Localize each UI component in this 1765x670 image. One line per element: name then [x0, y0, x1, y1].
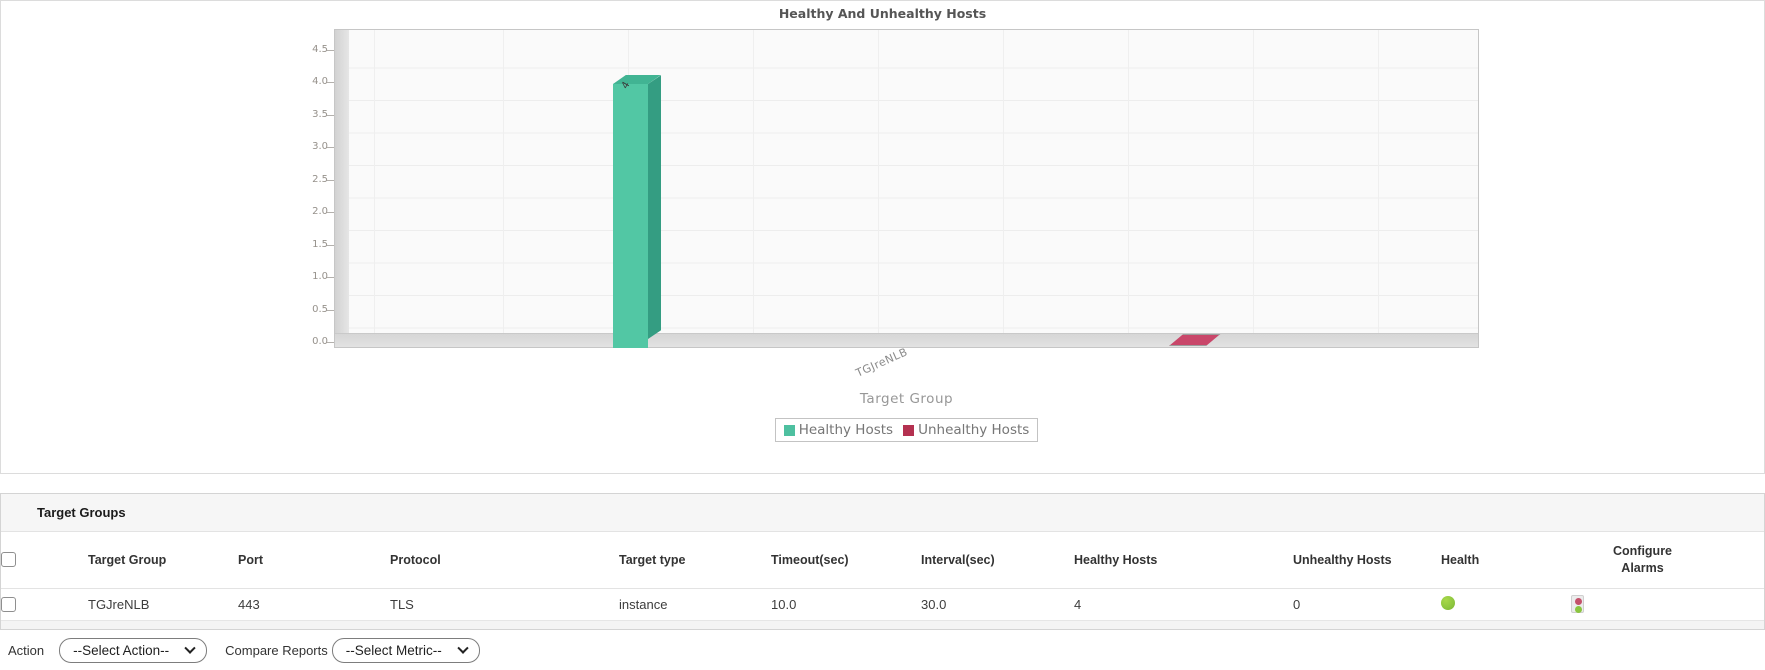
legend-swatch-icon [783, 424, 795, 436]
y-tick-mark [327, 147, 334, 148]
bar-front-healthy-hosts [613, 84, 649, 348]
y-tick-label: 0.0 [312, 336, 328, 347]
y-tick-mark [327, 342, 334, 343]
y-tick-label: 3.0 [312, 141, 328, 152]
y-tick-label: 2.5 [312, 173, 328, 185]
legend-label: Unhealthy Hosts [918, 422, 1030, 438]
x-category-label: TGJreNLB [853, 345, 910, 380]
action-label: Action [8, 643, 45, 658]
y-tick-label: 1.0 [312, 271, 328, 282]
cell-configure-alarms [1571, 588, 1764, 621]
header-timeout: Timeout(sec) [751, 532, 901, 589]
panel-title: Target Groups [37, 505, 126, 520]
y-tick-label: 4.0 [312, 76, 328, 87]
y-tick-mark [327, 244, 334, 246]
header-configure-alarms: Configure Alarms [1571, 532, 1764, 589]
row-checkbox[interactable] [1, 597, 16, 613]
legend-item-unhealthy-hosts[interactable]: Unhealthy Hosts [903, 422, 1029, 438]
y-tick-label: 3.5 [312, 108, 328, 120]
chart-title: Healthy And Unhealthy Hosts [778, 6, 987, 21]
chart-floor [335, 333, 1478, 347]
y-tick-label: 4.5 [312, 43, 328, 55]
panel-header: Target Groups [1, 494, 1764, 532]
chevron-down-icon [457, 642, 469, 654]
header-protocol: Protocol [371, 532, 601, 589]
table-header-row: Target Group Port Protocol Target type T… [1, 532, 1764, 589]
target-groups-table: Target Group Port Protocol Target type T… [1, 532, 1764, 621]
cell-target-group: TGJreNLB [71, 588, 221, 621]
table-footer-strip [1, 620, 1764, 629]
alarm-red-dot [1574, 598, 1582, 605]
table-row: TGJreNLB 443 TLS instance 10.0 30.0 4 0 [1, 588, 1764, 621]
y-tick-mark [327, 49, 334, 51]
configure-alarms-icon[interactable] [1571, 595, 1584, 613]
select-all-checkbox[interactable] [1, 552, 16, 568]
cell-interval: 30.0 [901, 588, 1051, 621]
cell-healthy-hosts: 4 [1051, 588, 1271, 621]
action-select[interactable]: --Select Action-- [59, 638, 208, 663]
y-tick-mark [327, 179, 334, 181]
y-tick-mark [327, 277, 334, 278]
y-tick-label: 0.5 [312, 303, 328, 315]
row-select-cell [1, 588, 71, 621]
y-tick-mark [327, 212, 334, 213]
chart-panel: Healthy And Unhealthy Hosts 0.0 0.5 1.0 1.5… [0, 0, 1765, 474]
header-port: Port [221, 532, 371, 589]
x-axis-title: Target Group [859, 391, 954, 407]
y-tick-label: 1.5 [312, 238, 328, 250]
header-interval: Interval(sec) [901, 532, 1051, 589]
chart-plot-background [349, 30, 1478, 333]
cell-timeout: 10.0 [751, 588, 901, 621]
y-tick-mark [327, 114, 334, 116]
cell-health [1441, 588, 1571, 621]
footer-controls: Action --Select Action-- Compare Reports… [0, 631, 1765, 670]
header-target-type: Target type [601, 532, 751, 589]
legend-box: Healthy Hosts Unhealthy Hosts [774, 418, 1039, 442]
header-target-group: Target Group [71, 532, 221, 589]
chart-left-wall [335, 30, 349, 347]
legend-item-healthy-hosts[interactable]: Healthy Hosts [783, 422, 894, 438]
header-health: Health [1441, 532, 1571, 589]
cell-target-type: instance [601, 588, 751, 621]
cell-unhealthy-hosts: 0 [1271, 588, 1441, 621]
header-unhealthy-hosts: Unhealthy Hosts [1271, 532, 1441, 589]
legend-label: Healthy Hosts [798, 422, 894, 438]
y-tick-mark [327, 82, 334, 83]
chart-plot-area [334, 29, 1479, 348]
compare-reports-label: Compare Reports [225, 643, 328, 658]
cell-protocol: TLS [371, 588, 601, 621]
header-healthy-hosts: Healthy Hosts [1051, 532, 1271, 589]
metric-select[interactable]: --Select Metric-- [331, 638, 480, 663]
chevron-down-icon [184, 642, 196, 654]
legend-swatch-icon [903, 424, 915, 436]
cell-port: 443 [221, 588, 371, 621]
header-select-all [1, 532, 71, 589]
y-tick-mark [327, 309, 334, 311]
y-tick-label: 2.0 [312, 206, 328, 217]
health-status-icon [1441, 595, 1455, 610]
alarm-green-dot [1574, 606, 1582, 613]
chart-legend: Healthy Hosts Unhealthy Hosts [334, 418, 1479, 442]
bar-side [648, 75, 662, 340]
target-groups-panel: Target Groups Target Group Port Protocol… [0, 493, 1765, 630]
